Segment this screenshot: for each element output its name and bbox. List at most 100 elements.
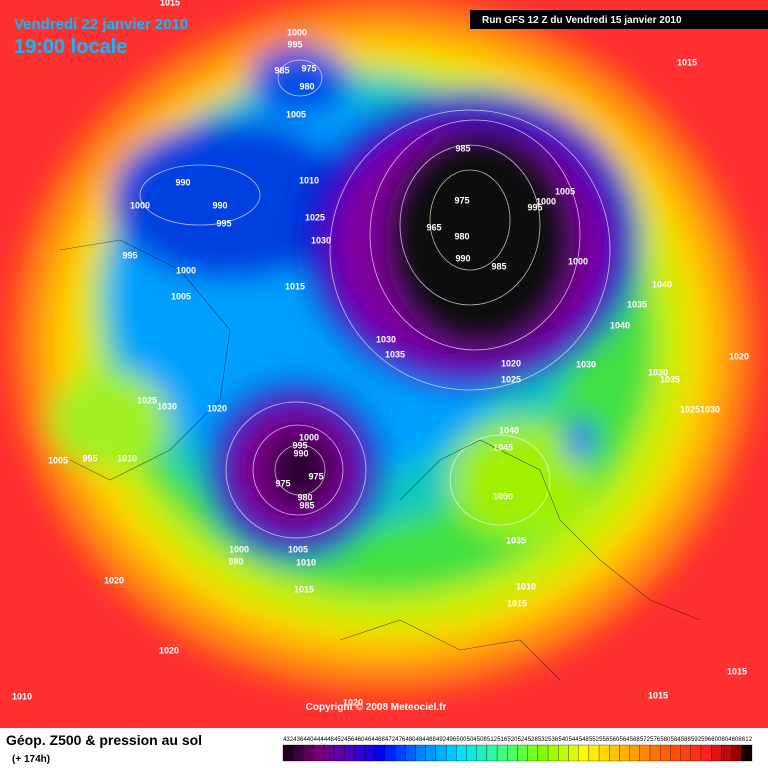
scale-swatch [374, 744, 386, 762]
scale-label: 468 [375, 737, 386, 743]
pressure-label: 1040 [499, 425, 519, 435]
scale-label: 496 [446, 737, 457, 743]
scale-swatch [456, 744, 467, 762]
scale-swatch [741, 744, 753, 762]
scale-label: 448 [324, 737, 335, 743]
scale-swatch [578, 744, 590, 762]
scale-label: 560 [609, 737, 620, 743]
pressure-label: 1000 [176, 265, 196, 275]
pressure-label: 1040 [652, 279, 672, 289]
scale-label: 608 [732, 737, 743, 743]
scale-swatch [558, 744, 569, 762]
pressure-label: 1000 [287, 27, 307, 37]
scale-label: 444 [314, 737, 325, 743]
scale-label: 456 [344, 737, 355, 743]
scale-label: 484 [416, 737, 427, 743]
scale-swatch [527, 744, 539, 762]
pressure-label: 1020 [159, 645, 179, 655]
pressure-label: 1020 [207, 403, 227, 413]
pressure-label: 990 [455, 253, 470, 263]
scale-label: 520 [507, 737, 518, 743]
pressure-label: 975 [275, 478, 290, 488]
pressure-label: 1035 [660, 374, 680, 384]
scale-label: 480 [405, 737, 416, 743]
scale-label: 548 [579, 737, 590, 743]
scale-label: 460 [354, 737, 365, 743]
scale-label: 588 [681, 737, 692, 743]
scale-label: 600 [711, 737, 722, 743]
scale-label: 572 [640, 737, 651, 743]
scale-swatch [711, 744, 722, 762]
scale-label: 564 [620, 737, 631, 743]
pressure-label: 995 [216, 218, 231, 228]
pressure-label: 1000 [536, 196, 556, 206]
scale-swatch [425, 744, 437, 762]
scale-label: 432 [283, 737, 294, 743]
pressure-label: 985 [274, 65, 289, 75]
pressure-label: 1025 [305, 212, 325, 222]
pressure-label: 1005 [171, 291, 191, 301]
color-scale: 432 436 440 444 448 452 456 460 464 468 472 476 480 4… [282, 737, 753, 762]
pressure-label: 1020 [501, 358, 521, 368]
pressure-label: 985 [491, 261, 506, 271]
pressure-label: 1015 [285, 281, 305, 291]
scale-label: 532 [538, 737, 549, 743]
pressure-label: 995 [292, 440, 307, 450]
pressure-label: 1015 [294, 584, 314, 594]
pressure-label: 1010 [117, 453, 137, 463]
pressure-label: 995 [122, 250, 137, 260]
scale-label: 604 [722, 737, 733, 743]
scale-label: 472 [385, 737, 396, 743]
scale-label: 508 [477, 737, 488, 743]
pressure-label: 980 [454, 231, 469, 241]
legend-title: Géop. Z500 & pression au sol [6, 732, 202, 748]
scale-swatch [568, 744, 579, 762]
scale-label: 612 [742, 737, 753, 743]
pressure-label: 990 [293, 448, 308, 458]
pressure-label: 990 [212, 200, 227, 210]
pressure-label: 1000 [130, 200, 150, 210]
scale-swatch [496, 744, 508, 762]
pressure-label: 1005 [286, 109, 306, 119]
pressure-label: 1040 [610, 320, 630, 330]
pressure-label: 1030 [376, 334, 396, 344]
scale-label: 452 [334, 737, 345, 743]
scale-label: 512 [487, 737, 498, 743]
scale-swatch [517, 744, 528, 762]
scale-swatch [547, 744, 559, 762]
copyright: Copyright © 2008 Meteociel.fr [306, 702, 447, 713]
scale-swatch [680, 744, 691, 762]
pressure-label: 1020 [343, 697, 363, 707]
pressure-label: 1010 [516, 581, 536, 591]
scale-swatch [476, 744, 488, 762]
scale-swatch [690, 744, 702, 762]
pressure-label: 1015 [648, 690, 668, 700]
pressure-label: 980 [297, 492, 312, 502]
scale-label: 544 [569, 737, 580, 743]
scale-label: 488 [426, 737, 437, 743]
scale-label: 436 [293, 737, 304, 743]
pressure-label: 1010 [12, 691, 32, 701]
scale-swatch [364, 744, 375, 762]
scale-swatch [629, 744, 640, 762]
scale-swatch [721, 744, 732, 762]
scale-swatch [700, 744, 712, 762]
scale-label: 476 [395, 737, 406, 743]
scale-swatch [537, 744, 549, 762]
scale-swatch [405, 744, 416, 762]
scale-swatch [303, 744, 314, 762]
scale-label: 504 [467, 737, 478, 743]
pressure-label: 995 [527, 202, 542, 212]
pressure-label: 1025 [501, 374, 521, 384]
scale-label: 568 [630, 737, 641, 743]
pressure-label: 1025 [680, 404, 700, 414]
pressure-label: 995 [287, 39, 302, 49]
scale-label: 536 [548, 737, 559, 743]
pressure-label: 975 [308, 471, 323, 481]
scale-swatch [588, 744, 600, 762]
scale-label: 516 [497, 737, 508, 743]
scale-swatch [313, 744, 324, 762]
pressure-label: 1030 [648, 367, 668, 377]
